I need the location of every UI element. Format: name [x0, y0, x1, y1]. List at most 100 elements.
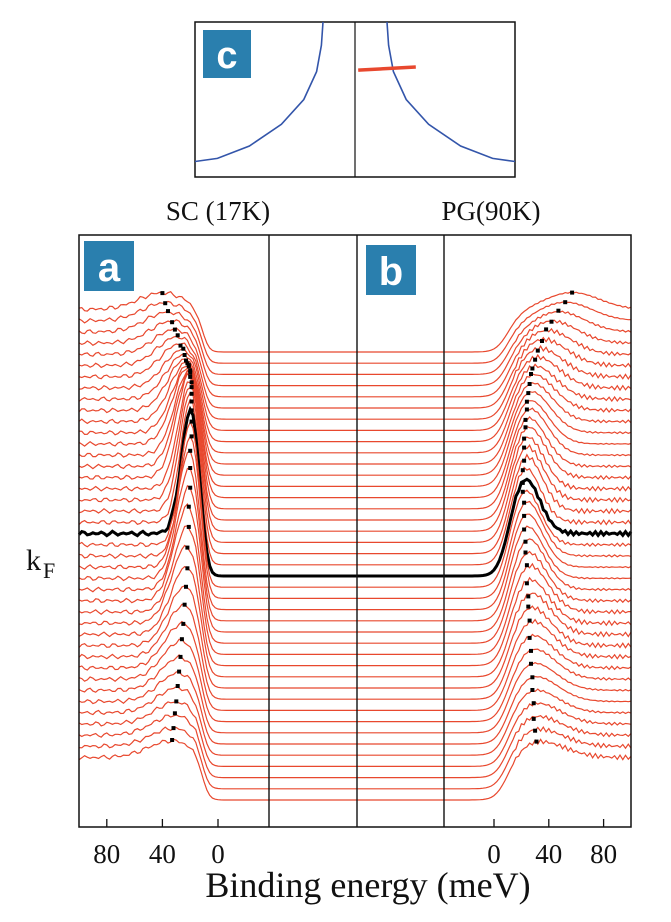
edc-curve-pg [357, 525, 632, 622]
edc-curve-sc [78, 670, 357, 745]
edc-curve-sc [78, 449, 357, 611]
peak-dot-sc [170, 320, 175, 325]
edc-curve-pg [357, 592, 632, 678]
peak-dot-sc [186, 524, 191, 529]
edc-curve-pg [357, 466, 632, 566]
peak-dot-pg [535, 348, 540, 353]
panel-c: c [194, 21, 516, 178]
peak-dot-pg [526, 604, 531, 609]
edc-curve-pg [357, 489, 632, 588]
peak-dot-sc [181, 621, 186, 626]
peak-dot-pg [522, 436, 527, 441]
x-tick-label-pg: 40 [535, 839, 562, 869]
edc-curve-pg [357, 633, 632, 711]
x-axis-label: Binding energy (meV) [205, 865, 530, 905]
edc-curve-pg [357, 513, 632, 611]
peak-dot-sc [174, 699, 179, 704]
edc-curve-pg [357, 373, 632, 454]
edc-curve-sc [78, 386, 357, 543]
edc-curve-pg [357, 344, 632, 420]
peak-dot-sc [185, 545, 190, 550]
peak-dot-pg [530, 675, 535, 680]
edc-curve-sc [78, 310, 357, 375]
peak-dot-sc [188, 448, 193, 453]
edc-curve-sc [78, 686, 357, 756]
edc-curve-sc [78, 365, 357, 476]
edc-curve-sc [78, 638, 357, 723]
peak-dot-pg [531, 716, 536, 721]
peak-dot-sc [179, 637, 184, 642]
peak-dot-sc [189, 434, 194, 439]
edc-curve-pg [357, 436, 632, 532]
edc-curve-pg [357, 562, 631, 655]
peak-dot-pg [534, 739, 539, 744]
panels-ab-frame [78, 234, 632, 828]
peak-dot-sc [188, 374, 193, 379]
peak-dot-pg [523, 417, 528, 422]
edc-curve-sc [78, 654, 357, 734]
peak-dot-pg [520, 489, 525, 494]
panel-c-badge [203, 30, 251, 78]
edc-curve-sc [78, 714, 357, 779]
cut-line [358, 65, 416, 72]
peak-dot-pg [520, 480, 525, 485]
edc-curve-sc [78, 484, 357, 633]
edc-curve-sc [78, 327, 357, 398]
peak-dot-sc [189, 399, 194, 404]
peak-dot-sc [188, 368, 193, 373]
peak-dot-pg [531, 701, 536, 706]
peak-dot-sc [171, 726, 176, 731]
edc-curve-sc [78, 348, 357, 431]
edc-curve-pg [357, 400, 632, 487]
edc-curve-pg [357, 648, 632, 723]
peak-dot-sc [163, 301, 168, 306]
edc-curve-pg [357, 576, 632, 667]
edc-curve-pg [357, 415, 632, 510]
panel-b-badge-text: b [379, 250, 403, 294]
edc-curve-pg [357, 538, 632, 633]
edc-curve-sc [78, 367, 357, 487]
peak-dot-pg [523, 425, 528, 430]
peak-dot-sc [188, 485, 193, 490]
peak-dot-pg [523, 550, 528, 555]
peak-dot-sc [184, 358, 188, 363]
peak-dot-pg [570, 290, 575, 295]
fermi-surface-curve [386, 21, 516, 163]
edc-curve-pg [357, 301, 632, 364]
edc-curve-pg [357, 391, 632, 476]
edc-curve-sc [78, 420, 357, 588]
edc-curve-sc [78, 372, 357, 521]
x-tick-label-pg: 0 [487, 839, 501, 869]
peak-dot-sc [166, 309, 170, 314]
peak-dot-pg [529, 648, 533, 653]
edc-curve-sc [78, 525, 357, 655]
panel-a-badge [84, 241, 134, 291]
peak-dot-sc [189, 419, 194, 424]
peak-dot-pg [520, 468, 525, 473]
peak-dot-pg [522, 458, 527, 463]
edc-curve-pg [357, 738, 632, 801]
edc-curve-sc [78, 544, 357, 667]
edc-curves [77, 290, 633, 801]
edc-curve-pg [357, 714, 632, 779]
edc-curve-pg [357, 319, 632, 387]
edc-curve-sc [78, 603, 357, 700]
peak-dot-pg [544, 327, 549, 332]
peak-dot-pg [540, 339, 544, 343]
edc-curve-sc [78, 503, 357, 644]
panel-b-badge [366, 245, 416, 295]
edc-curve-sc [78, 391, 357, 555]
peak-dot-pg [522, 445, 527, 450]
kf-label: kF [26, 544, 55, 583]
peak-dot-pg [526, 594, 531, 599]
edc-curve-sc [78, 290, 357, 353]
edc-curve-sc [78, 369, 357, 499]
edc-curve-pg [357, 444, 632, 543]
panels-ab: 80 40 0 0 40 80 a b [77, 234, 633, 869]
edc-curve-pg [357, 453, 632, 555]
edc-curve-sc [78, 342, 357, 420]
panel-title-pg: PG(90K) [442, 196, 541, 226]
peak-dot-sc [170, 738, 175, 742]
x-ticks: 80 40 0 0 40 80 [93, 819, 617, 869]
